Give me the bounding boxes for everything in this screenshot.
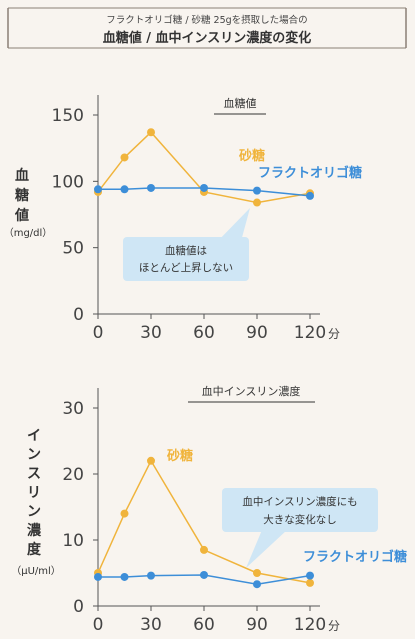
- glucose-y-axis-label-char: 糖: [15, 187, 29, 204]
- glucose-y-tick-label: 150: [52, 106, 84, 126]
- insulin-y-tick-label: 10: [62, 531, 84, 551]
- glucose-y-axis-label: 血糖値: [14, 167, 29, 224]
- glucose-x-tick-label: 0: [93, 323, 104, 343]
- insulin-x-tick-label: 120: [294, 615, 326, 635]
- glucose-callout-box: [123, 237, 249, 281]
- insulin-x-tick-label: 90: [246, 615, 268, 635]
- glucose-series: [94, 128, 314, 207]
- insulin-y-axis-label-char: ン: [27, 504, 41, 520]
- insulin-x-tick-label: 0: [93, 615, 104, 635]
- insulin-point-fructo: [253, 580, 261, 589]
- glucose-point-fructo: [94, 185, 102, 194]
- glucose-legend-sucrose: 砂糖: [238, 148, 265, 164]
- insulin-point-fructo: [120, 572, 129, 581]
- insulin-point-fructo: [306, 571, 314, 580]
- glucose-x-tick-label: 60: [193, 323, 215, 343]
- glucose-y-axis-label-char: 値: [14, 207, 29, 224]
- insulin-point-fructo: [200, 570, 208, 579]
- insulin-y-axis-label-char: リ: [27, 485, 41, 501]
- insulin-chart-title: 血中インスリン濃度: [202, 384, 301, 398]
- insulin-y-axis-unit: （μU/ml）: [11, 565, 61, 577]
- glucose-legend-fructo: フラクトオリゴ糖: [258, 165, 362, 181]
- glucose-point-sucrose: [147, 128, 155, 137]
- insulin-x-axis-unit: 分: [328, 619, 340, 633]
- insulin-y-axis-label: インスリン濃度: [27, 428, 42, 558]
- insulin-y-axis-label-char: ン: [27, 447, 41, 463]
- insulin-point-sucrose: [200, 545, 208, 554]
- glucose-point-fructo: [147, 183, 155, 192]
- insulin-y-tick-label: 30: [62, 399, 84, 419]
- insulin-callout: 血中インスリン濃度にも 大きな変化なし: [222, 488, 378, 568]
- glucose-point-sucrose: [120, 153, 129, 162]
- insulin-callout-line-2: 大きな変化なし: [263, 513, 337, 526]
- insulin-point-sucrose: [120, 509, 129, 518]
- glucose-callout: 血糖値は ほとんど上昇しない: [123, 208, 250, 281]
- glucose-callout-tail: [214, 208, 250, 245]
- glucose-callout-line-1: 血糖値は: [165, 244, 207, 257]
- insulin-x-tick-label: 30: [140, 615, 162, 635]
- insulin-y-axis-label-char: ス: [27, 466, 41, 482]
- glucose-axes: 0 50 100 150 0 30 60 90 120 分: [52, 95, 340, 343]
- glucose-point-fructo: [200, 183, 208, 192]
- insulin-callout-tail: [246, 530, 287, 568]
- insulin-callout-line-1: 血中インスリン濃度にも: [242, 495, 357, 508]
- header: フラクトオリゴ糖 / 砂糖 25gを摂取した場合の 血糖値 / 血中インスリン濃…: [7, 7, 407, 49]
- glucose-y-axis-label-char: 血: [15, 167, 29, 184]
- insulin-legend-fructo: フラクトオリゴ糖: [303, 549, 407, 565]
- glucose-chart-title: 血糖値: [224, 96, 257, 110]
- header-subtitle: フラクトオリゴ糖 / 砂糖 25gを摂取した場合の: [106, 14, 307, 26]
- glucose-point-fructo: [253, 186, 261, 195]
- insulin-series-line-fructo: [98, 574, 311, 585]
- insulin-y-axis-label-char: 濃: [27, 522, 42, 539]
- glucose-y-tick-label: 100: [52, 172, 84, 192]
- insulin-x-tick-label: 60: [193, 615, 215, 635]
- insulin-point-sucrose: [306, 578, 314, 587]
- glucose-x-tick-label: 120: [294, 323, 326, 343]
- insulin-series: [94, 456, 314, 589]
- glucose-x-tick-label: 90: [246, 323, 268, 343]
- glucose-x-tick-label: 30: [140, 323, 162, 343]
- insulin-legend-sucrose: 砂糖: [166, 448, 193, 464]
- insulin-y-axis-label-char: 度: [27, 541, 42, 558]
- glucose-y-tick-label: 0: [73, 305, 84, 325]
- insulin-callout-box: [222, 488, 378, 532]
- glucose-y-axis-unit: （mg/dl）: [4, 227, 53, 239]
- insulin-point-fructo: [147, 571, 155, 580]
- insulin-point-fructo: [94, 572, 102, 581]
- insulin-y-tick-label: 20: [62, 465, 84, 485]
- glucose-callout-line-2: ほとんど上昇しない: [139, 262, 233, 274]
- glucose-x-axis-unit: 分: [328, 327, 340, 341]
- glucose-point-fructo: [120, 185, 129, 194]
- insulin-series-line-sucrose: [97, 459, 311, 584]
- glucose-y-tick-label: 50: [62, 239, 84, 259]
- header-title: 血糖値 / 血中インスリン濃度の変化: [103, 30, 312, 46]
- glucose-series-line-sucrose: [97, 131, 311, 204]
- insulin-point-sucrose: [147, 456, 155, 465]
- glucose-series-line-fructo: [98, 187, 311, 197]
- insulin-y-tick-label: 0: [73, 597, 84, 617]
- insulin-y-axis-label-char: イ: [27, 428, 41, 444]
- glucose-point-sucrose: [253, 198, 261, 207]
- insulin-point-sucrose: [253, 569, 261, 577]
- glucose-point-fructo: [306, 191, 314, 200]
